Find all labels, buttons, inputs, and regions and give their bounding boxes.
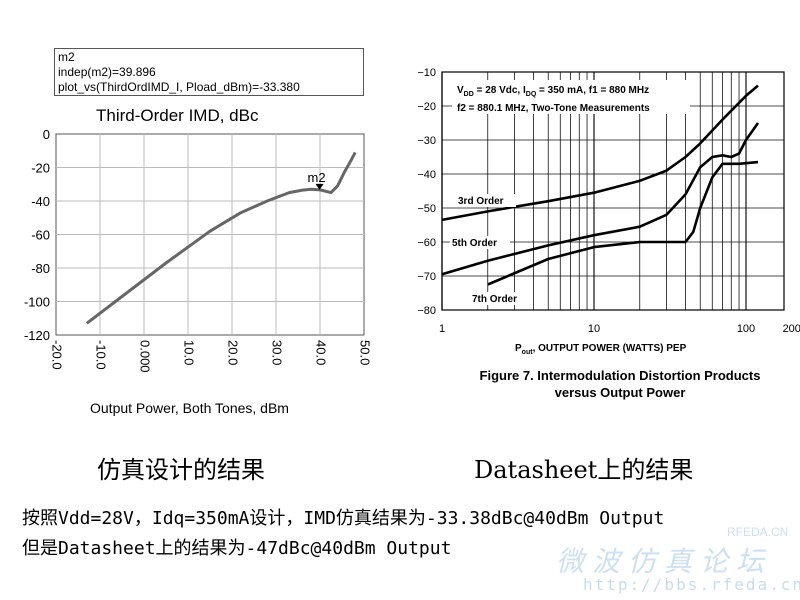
left-x-tick-label: 0.000	[138, 340, 153, 373]
watermark-title: 微波仿真论坛	[556, 545, 773, 578]
figure-caption-line-1: Figure 7. Intermodulation Distortion Pro…	[479, 368, 761, 383]
conditions-line-1: VDD = 28 Vdc, IDQ = 350 mA, f1 = 880 MHz	[457, 85, 650, 98]
curve-label: 7th Order	[472, 294, 517, 305]
right-chart-xlabel: Pout, OUTPUT POWER (WATTS) PEP	[515, 343, 687, 356]
right-series-line-1	[441, 84, 759, 222]
figure-caption: Figure 7. Intermodulation Distortion Pro…	[450, 367, 790, 401]
curve-label-background	[456, 194, 516, 207]
right-x-tick-label: 10	[588, 323, 600, 335]
left-x-tick-label: 20.0	[226, 340, 241, 365]
left-y-tick-label: -120	[24, 328, 50, 343]
right-plot-frame	[441, 71, 785, 311]
right-x-tick-label: 200	[783, 323, 800, 335]
left-x-tick-label: 50.0	[358, 340, 373, 365]
left-y-tick-label: 0	[43, 127, 50, 142]
right-x-tick-label: 1	[439, 323, 445, 335]
right-y-tick-label: −10	[417, 67, 436, 79]
left-x-tick-label: 40.0	[314, 340, 329, 365]
marker-readout-box: m2 indep(m2)=39.896 plot_vs(ThirdOrdIMD_…	[54, 48, 364, 96]
right-y-tick-label: −30	[417, 135, 436, 147]
curve-label-background	[450, 236, 510, 249]
left-y-tick-label: -80	[31, 261, 50, 276]
marker-indep-value: indep(m2)=39.896	[58, 65, 156, 79]
right-y-tick-label: −60	[417, 237, 436, 249]
curve-label: 3rd Order	[458, 196, 504, 207]
watermark-site: RFEDA.CN	[727, 525, 789, 539]
marker-dep-value: plot_vs(ThirdOrdIMD_I, Pload_dBm)=-33.38…	[58, 80, 300, 94]
note-line-1: 按照Vdd=28V，Idq=350mA设计，IMD仿真结果为-33.38dBc@…	[22, 508, 665, 529]
datasheet-conditions: VDD = 28 Vdc, IDQ = 350 mA, f1 = 880 MHz…	[457, 84, 650, 116]
marker-label: m2	[308, 170, 326, 185]
curve-label-background	[470, 292, 530, 305]
right-y-tick-label: −80	[417, 305, 436, 317]
marker-triangle	[315, 183, 324, 190]
right-series-line-3	[487, 160, 759, 286]
left-x-tick-label: -20.0	[50, 340, 65, 370]
right-y-tick-label: −40	[417, 169, 436, 181]
left-x-tick-label: 30.0	[270, 340, 285, 365]
right-series-line-2	[441, 122, 760, 276]
left-x-tick-label: 10.0	[182, 340, 197, 365]
left-chart-xlabel: Output Power, Both Tones, dBm	[90, 400, 289, 416]
figure-caption-line-2: versus Output Power	[554, 385, 686, 400]
left-y-tick-label: -100	[24, 295, 50, 310]
conditions-line-2: f2 = 880.1 MHz, Two-Tone Measurements	[457, 103, 650, 114]
curve-label: 5th Order	[452, 238, 497, 249]
note-line-2: 但是Datasheet上的结果为-47dBc@40dBm Output	[22, 538, 452, 559]
right-y-tick-label: −70	[417, 271, 436, 283]
right-y-tick-label: −50	[417, 203, 436, 215]
right-y-tick-label: −20	[417, 101, 436, 113]
left-y-tick-label: -40	[31, 194, 50, 209]
left-y-tick-label: -60	[31, 228, 50, 243]
left-x-tick-label: -10.0	[94, 340, 109, 370]
left-caption: 仿真设计的结果	[97, 456, 265, 484]
right-datasheet-chart: −10 −20 −30 −40 −50 −60 −70 −801 10 100 200 3rd Ord…	[417, 67, 800, 335]
conditions-background	[452, 80, 690, 114]
left-y-tick-label: -20	[31, 161, 50, 176]
watermark-url: http://bbs.rfeda.cn	[583, 575, 800, 594]
left-imd-series-line	[85, 151, 357, 325]
left-imd-chart: 0 -20 -40 -60 -80 -100 -120-20.0 -10.0 0.000 10.0…	[24, 127, 373, 373]
right-caption: Datasheet上的结果	[474, 456, 694, 484]
left-chart-title: Third-Order IMD, dBc	[96, 106, 259, 125]
marker-name: m2	[58, 50, 75, 64]
right-x-tick-label: 100	[737, 323, 755, 335]
